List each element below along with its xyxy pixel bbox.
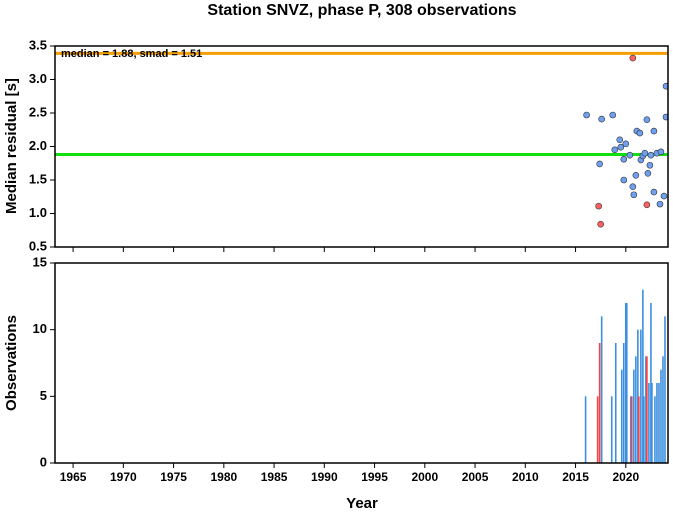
- point: [646, 161, 654, 169]
- point: [583, 111, 590, 119]
- point: [643, 116, 651, 123]
- point: [643, 201, 651, 209]
- x-tick-label: 1965: [60, 470, 87, 484]
- x-axis-label: Year: [346, 495, 378, 511]
- bar: [624, 303, 627, 463]
- plot-frame: [54, 262, 669, 464]
- point: [622, 140, 630, 148]
- y-tick-label: 0.5: [29, 238, 47, 253]
- x-tick-label: 1985: [261, 470, 288, 484]
- bar: [584, 396, 587, 463]
- x-tick-label: 2015: [562, 470, 589, 484]
- point: [644, 170, 652, 177]
- bar: [638, 396, 640, 463]
- bar: [656, 383, 658, 463]
- point: [647, 151, 655, 159]
- x-tick-label: 2000: [411, 470, 438, 484]
- x-tick-label: 1980: [210, 470, 237, 484]
- point: [641, 149, 649, 157]
- point: [657, 148, 665, 156]
- point: [630, 191, 638, 199]
- bar: [600, 316, 603, 463]
- x-tick-label: 2005: [462, 470, 489, 484]
- y-tick-label: 1.5: [29, 171, 47, 186]
- bar: [637, 329, 639, 463]
- bar: [642, 289, 644, 463]
- point: [609, 111, 617, 119]
- y-tick-label: 15: [33, 254, 47, 269]
- bar: [645, 356, 647, 463]
- point: [620, 155, 628, 163]
- point: [662, 113, 668, 121]
- bar: [662, 356, 664, 463]
- y-tick-label: 3.0: [29, 71, 47, 86]
- point: [626, 151, 634, 159]
- bar: [664, 316, 666, 463]
- bar: [635, 356, 637, 463]
- point: [629, 183, 637, 190]
- annotation: median = 1.88, smad = 1.51: [61, 48, 202, 60]
- y-tick-label: 1.0: [29, 205, 47, 220]
- bar: [654, 396, 656, 463]
- bar: [614, 343, 617, 463]
- point: [662, 82, 668, 90]
- bar: [598, 343, 601, 463]
- point: [597, 220, 604, 228]
- bar: [650, 303, 652, 463]
- bar: [630, 396, 632, 463]
- y-tick-label: 5: [40, 388, 47, 403]
- x-tick-label: 1975: [160, 470, 187, 484]
- bar: [643, 396, 645, 463]
- x-tick-label: 1990: [311, 470, 338, 484]
- x-tick-label: 2020: [612, 470, 639, 484]
- point: [598, 115, 605, 123]
- point: [629, 54, 637, 62]
- point: [650, 188, 658, 196]
- bar: [633, 369, 635, 463]
- bar: [648, 383, 650, 463]
- y-tick-label: 10: [33, 321, 47, 336]
- point: [660, 192, 668, 200]
- y-tick-label: 2.0: [29, 138, 47, 153]
- bar: [596, 396, 599, 463]
- x-tick-label: 1970: [110, 470, 137, 484]
- point: [620, 176, 628, 184]
- point: [650, 127, 658, 135]
- bar: [651, 383, 653, 463]
- point: [636, 129, 644, 137]
- x-tick-label: 2010: [512, 470, 539, 484]
- bar: [622, 343, 625, 463]
- y-axis-label: Observations: [3, 315, 20, 411]
- y-axis-label: Median residual [s]: [3, 78, 20, 214]
- bar: [620, 369, 623, 463]
- point: [632, 172, 640, 179]
- chart-title: Station SNVZ, phase P, 308 observations: [207, 2, 516, 19]
- point: [656, 200, 664, 208]
- y-tick-label: 3.5: [29, 37, 47, 52]
- point: [596, 160, 603, 168]
- plot-frame: [54, 45, 669, 248]
- bar: [610, 396, 613, 463]
- bar: [658, 383, 660, 463]
- point: [595, 202, 602, 210]
- bar: [625, 303, 628, 463]
- bar: [646, 356, 648, 463]
- point: [617, 143, 625, 151]
- bar: [660, 369, 662, 463]
- y-tick-label: 0: [40, 454, 47, 469]
- x-tick-label: 1995: [361, 470, 388, 484]
- point: [611, 146, 619, 154]
- point: [616, 136, 624, 144]
- bar: [640, 329, 642, 463]
- y-tick-label: 2.5: [29, 104, 47, 119]
- bar: [631, 396, 633, 463]
